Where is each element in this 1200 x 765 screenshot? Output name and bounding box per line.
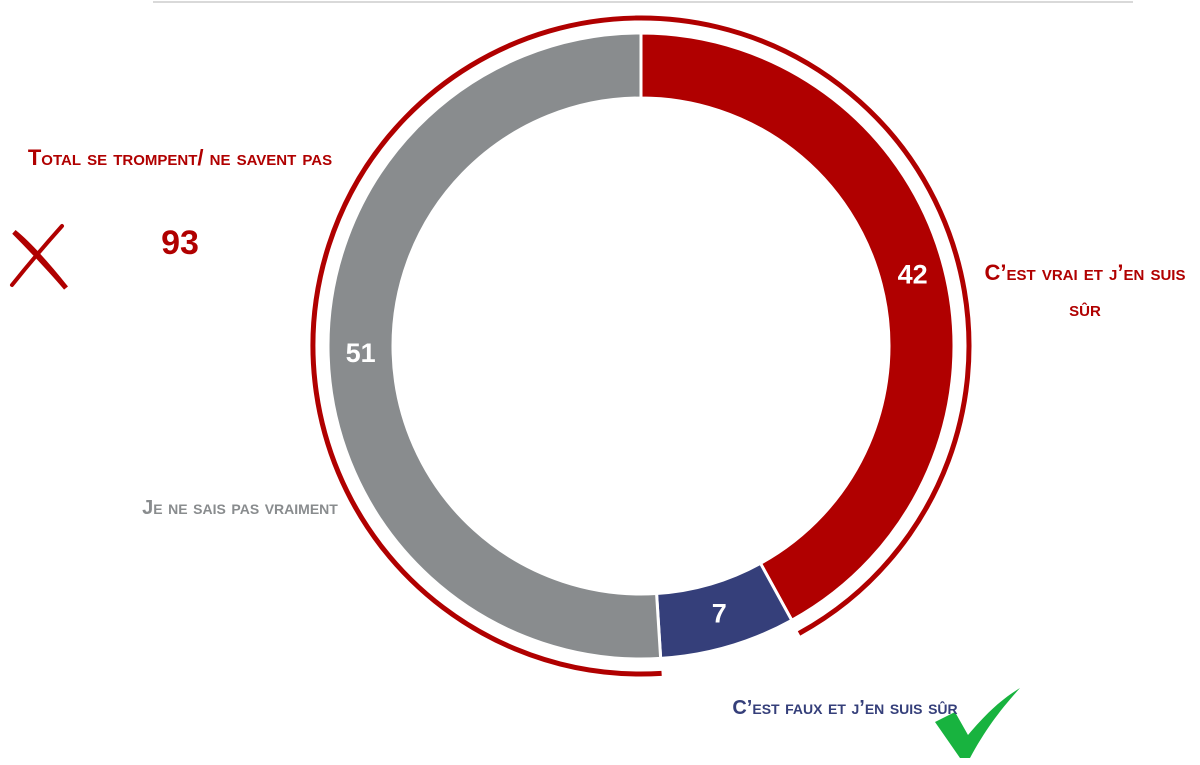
category-label: Je ne sais pas vraiment — [142, 497, 338, 519]
category-label: C’est vrai et j’en suis sûr — [984, 260, 1186, 321]
check-icon — [935, 688, 1020, 758]
total-label: Total se trompent/ ne savent pas — [27, 145, 333, 170]
donut-segment — [326, 31, 663, 661]
total-arc — [310, 15, 972, 677]
total-value: 93 — [161, 224, 199, 262]
segment-value: 7 — [712, 598, 727, 628]
category-label: C’est faux et j’en suis sûr — [732, 697, 958, 719]
segment-value: 51 — [346, 338, 376, 368]
segment-value: 42 — [898, 259, 928, 289]
donut-segment — [639, 31, 956, 623]
cross-icon — [10, 224, 68, 290]
